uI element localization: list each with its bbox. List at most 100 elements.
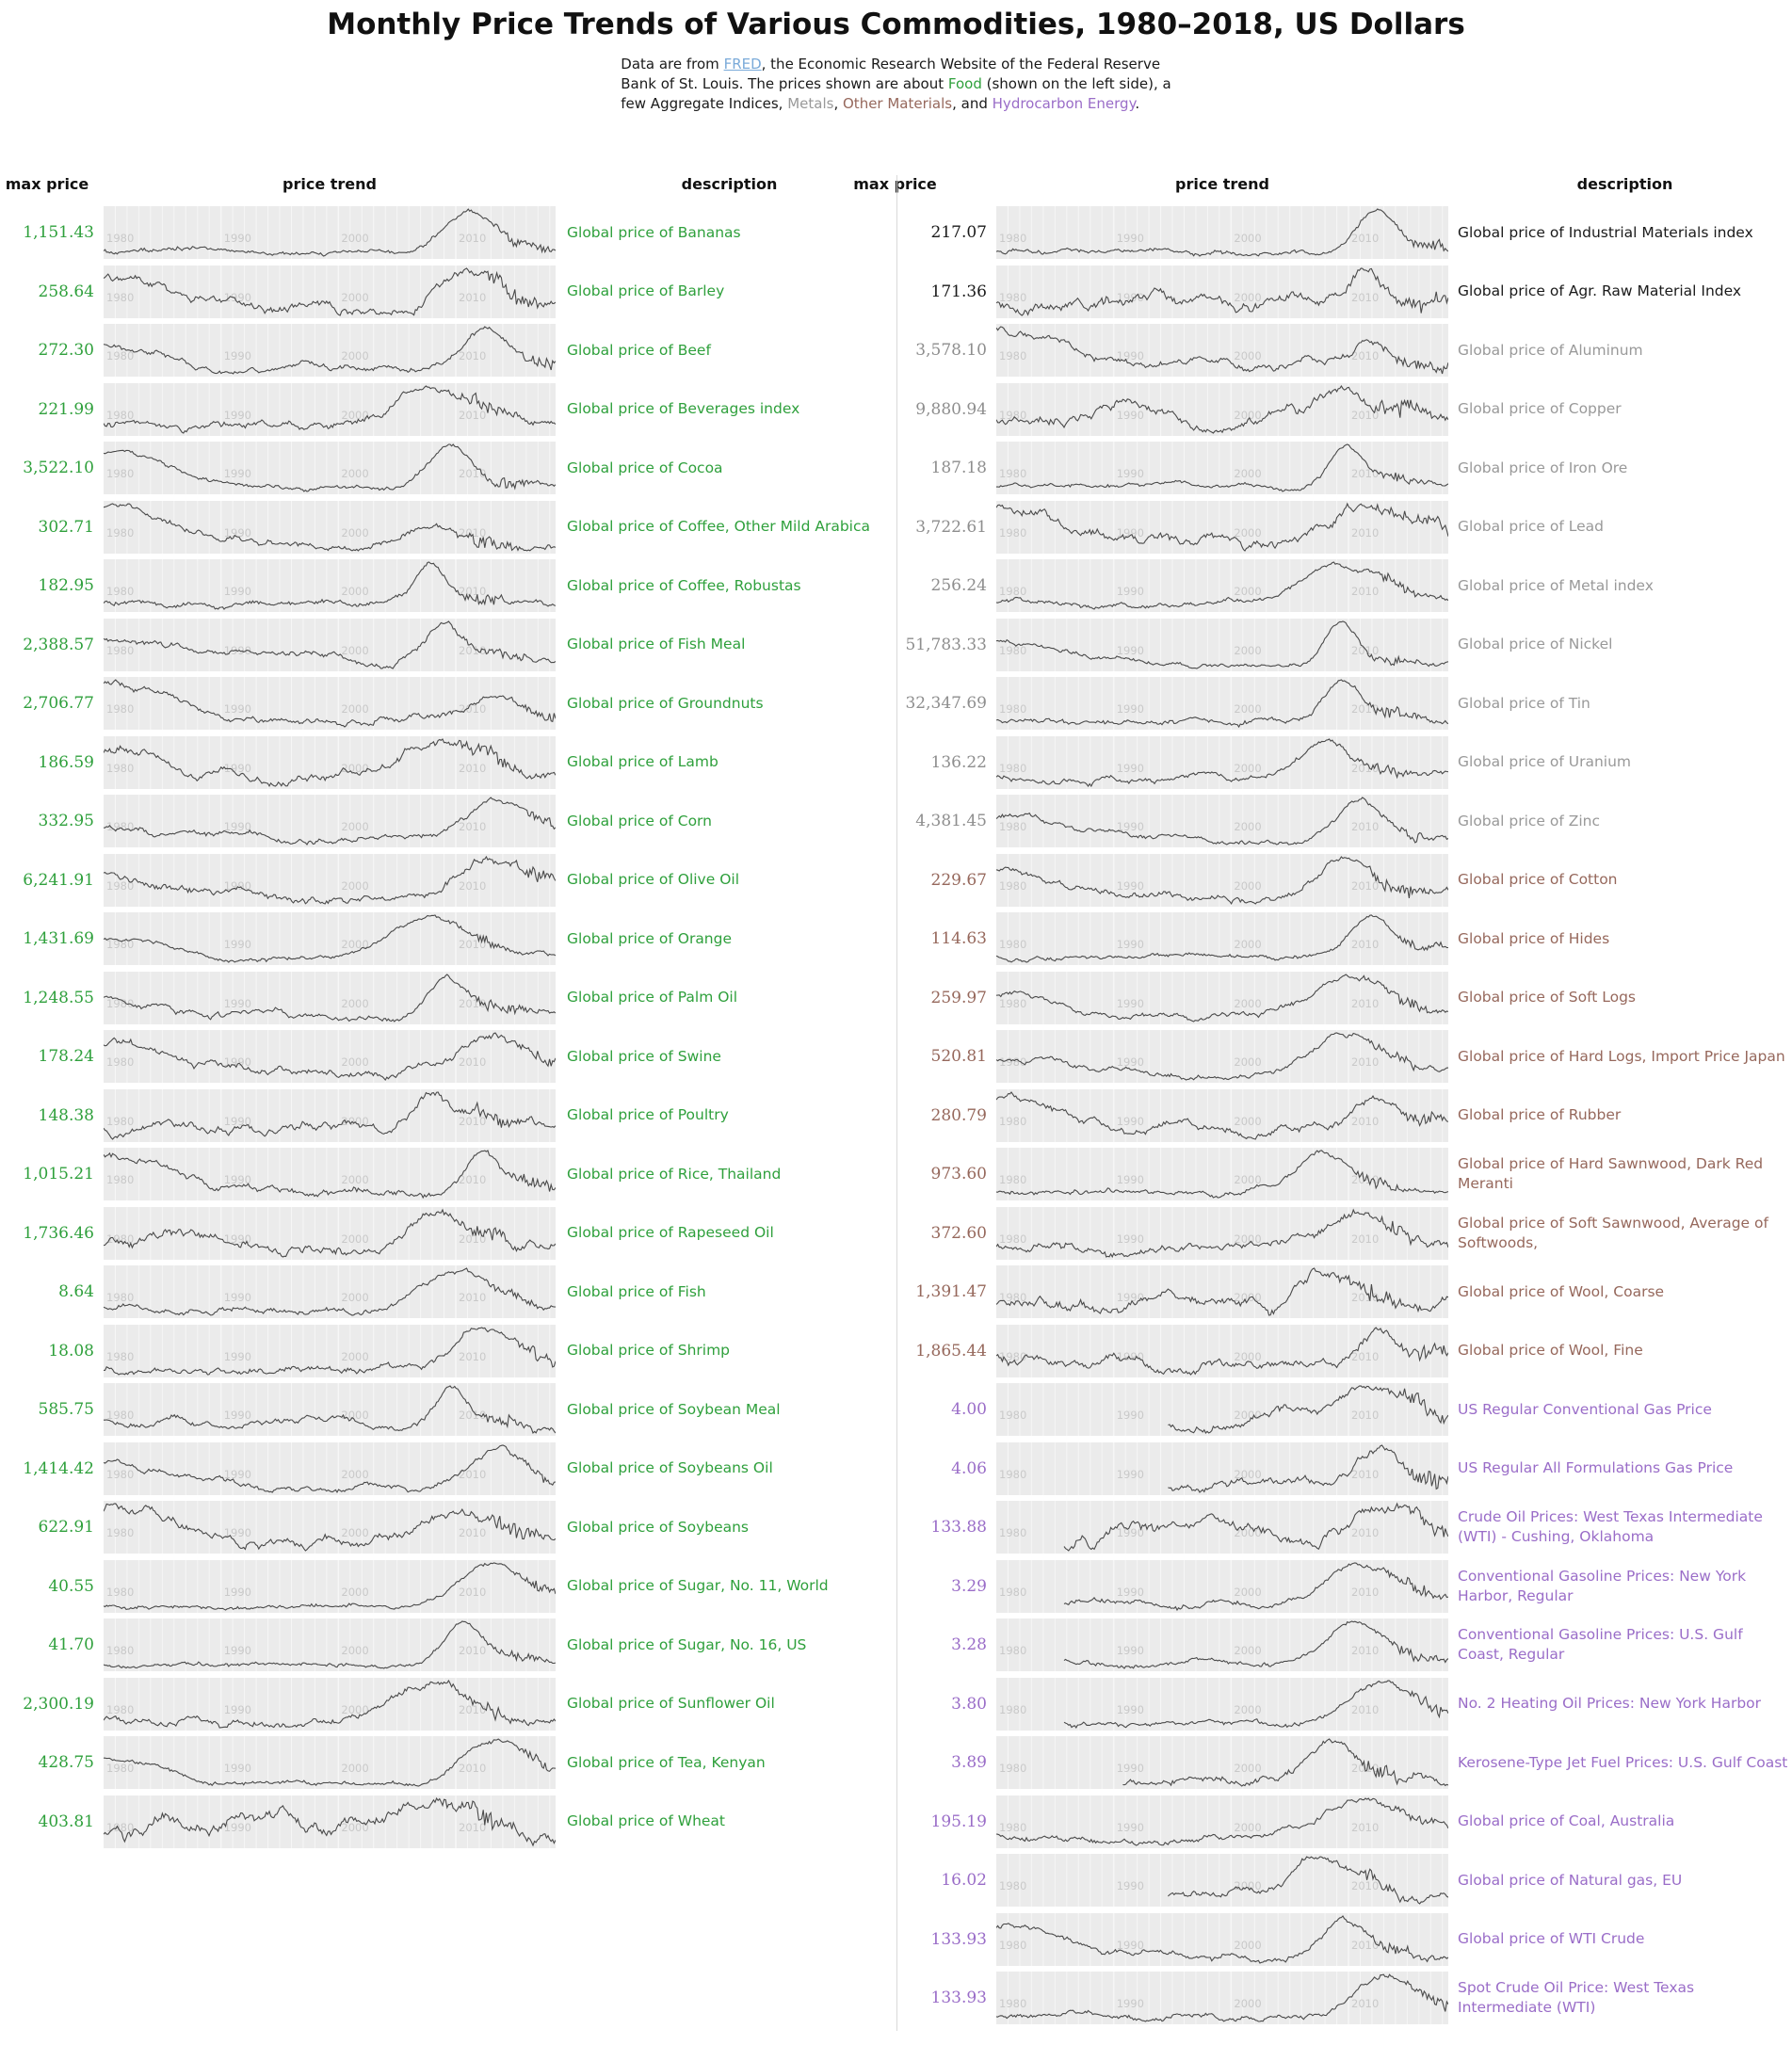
price-trend-sparkline: 1980 1990 2000 2010 [996,442,1448,494]
max-price-value: 41.70 [48,1635,94,1654]
year-tick-label: 2000 [1234,232,1261,245]
price-trend-sparkline: 1980 1990 2000 2010 [996,324,1448,377]
year-tick-label: 1980 [106,1350,134,1363]
commodity-description: Global price of Fish [567,1282,706,1300]
price-trend-sparkline: 1980 1990 2000 2010 [996,1854,1448,1907]
year-tick-label: 1980 [106,1821,134,1834]
max-price-value: 3,578.10 [915,341,987,360]
year-tick-label: 2010 [1351,1291,1379,1304]
price-trend-sparkline: 1980 1990 2000 2010 [104,324,556,377]
year-tick-label: 2000 [1234,702,1261,716]
price-trend-sparkline: 1980 1990 2000 2010 [104,1736,556,1789]
max-price-value: 136.22 [930,752,987,772]
year-tick-label: 1980 [106,1644,134,1657]
commodity-description: No. 2 Heating Oil Prices: New York Harbo… [1458,1695,1762,1712]
commodity-description: Global price of Soybeans Oil [567,1459,773,1476]
year-tick-label: 2010 [1351,291,1379,304]
year-tick-label: 2010 [1351,585,1379,598]
price-trend-sparkline: 1980 1990 2000 2010 [104,442,556,494]
max-price-value: 187.18 [930,459,987,477]
fred-link[interactable]: FRED [723,56,762,72]
max-price-value: 8.64 [58,1282,94,1301]
year-tick-label: 1990 [1117,1409,1144,1422]
commodity-description: Global price of Rapeseed Oil [567,1224,774,1241]
year-tick-label: 1980 [106,409,134,422]
commodity-description: Global price of Wheat [567,1812,726,1829]
price-trend-sparkline: 1980 1990 2000 2010 [996,1736,1448,1789]
year-tick-label: 1980 [106,1232,134,1246]
price-trend-sparkline: 1980 1990 2000 2010 [996,559,1448,612]
year-tick-label: 1980 [106,1468,134,1481]
year-tick-label: 1990 [224,467,251,480]
year-tick-label: 2000 [341,291,368,304]
year-tick-label: 1990 [224,585,251,598]
commodity-description: Global price of Corn [567,812,712,829]
commodity-description: Global price of Hard Sawnwood, Dark Red … [1458,1155,1764,1192]
year-tick-label: 2010 [1351,467,1379,480]
commodity-description: Global price of Sugar, No. 11, World [567,1577,829,1594]
year-tick-label: 1980 [106,1586,134,1599]
commodity-description: Global price of Hard Logs, Import Price … [1458,1047,1785,1065]
commodity-description: Global price of Iron Ore [1458,459,1628,476]
commodity-description: Global price of Rice, Thailand [567,1165,782,1183]
commodity-description: Global price of Tin [1458,694,1590,712]
max-price-value: 3.28 [951,1635,987,1654]
max-price-value: 178.24 [38,1047,94,1066]
year-tick-label: 2010 [1351,1350,1379,1363]
commodity-description: Global price of Cocoa [567,459,723,476]
price-trend-sparkline: 1980 1990 2000 2010 [996,1265,1448,1318]
year-tick-label: 2000 [341,820,368,833]
max-price-value: 186.59 [38,752,94,772]
year-tick-label: 1990 [1117,1821,1144,1834]
year-tick-label: 2010 [459,1468,486,1481]
year-tick-label: 2000 [1234,762,1261,775]
year-tick-label: 1980 [999,1409,1026,1422]
commodity-description: Global price of Copper [1458,400,1622,417]
price-trend-sparkline: 1980 1990 2000 2010 [996,971,1448,1024]
year-tick-label: 1990 [224,1468,251,1481]
max-price-value: 148.38 [38,1105,94,1125]
commodity-description: Global price of Coffee, Robustas [567,576,801,594]
max-price-value: 4.06 [951,1458,987,1478]
year-tick-label: 1980 [999,1762,1026,1775]
year-tick-label: 1980 [999,820,1026,833]
commodity-description: Global price of Sunflower Oil [567,1695,775,1712]
year-tick-label: 2010 [1351,997,1379,1010]
price-trend-sparkline: 1980 1990 2000 2010 [996,206,1448,259]
year-tick-label: 2010 [1351,1468,1379,1481]
price-trend-sparkline: 1980 1990 2000 2010 [996,795,1448,847]
year-tick-label: 1980 [999,938,1026,951]
subtitle-text: few Aggregate Indices, [621,95,788,112]
commodity-description: US Regular Conventional Gas Price [1458,1400,1712,1418]
year-tick-label: 2000 [341,1468,368,1481]
commodity-description: Global price of Rubber [1458,1106,1622,1123]
year-tick-label: 2000 [1234,1586,1261,1599]
price-trend-sparkline: 1980 1990 2000 2010 [996,912,1448,965]
commodity-description: Global price of Soybean Meal [567,1400,781,1418]
price-trend-sparkline: 1980 1990 2000 2010 [104,1677,556,1731]
max-price-value: 32,347.69 [905,694,987,713]
header-left-max-price: max price [5,175,89,193]
subtitle-text: Data are from [621,56,724,72]
commodity-description: Global price of Natural gas, EU [1458,1871,1683,1889]
year-tick-label: 1980 [999,1644,1026,1657]
max-price-value: 2,706.77 [23,694,94,713]
header-left-price-trend: price trend [283,175,377,193]
commodity-description: Global price of Barley [567,282,725,299]
commodity-description: Global price of Poultry [567,1106,729,1123]
year-tick-label: 1980 [106,702,134,716]
price-trend-sparkline: 1980 1990 2000 2010 [104,1206,556,1260]
max-price-value: 622.91 [38,1518,94,1537]
year-tick-label: 1980 [999,1997,1026,2010]
year-tick-label: 1990 [224,820,251,833]
year-tick-label: 2010 [459,1762,486,1775]
year-tick-label: 1990 [1117,1586,1144,1599]
year-tick-label: 1990 [224,702,251,716]
year-tick-label: 2010 [459,1291,486,1304]
year-tick-label: 1980 [106,585,134,598]
year-tick-label: 2010 [1351,1526,1379,1539]
year-tick-label: 1980 [999,1526,1026,1539]
subtitle-category-metals: Metals [787,95,834,112]
year-tick-label: 2000 [341,997,368,1010]
price-trend-sparkline: 1980 1990 2000 2010 [996,1912,1448,1966]
